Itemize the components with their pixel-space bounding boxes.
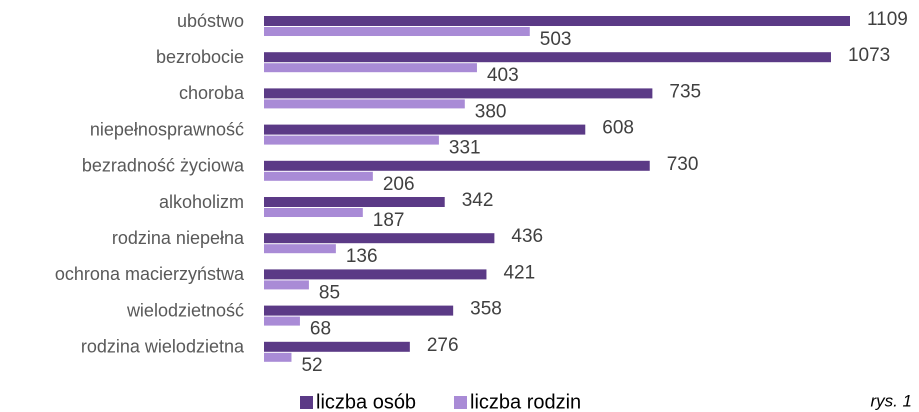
bar: [264, 208, 363, 217]
category-label: alkoholizm: [159, 192, 244, 212]
value-label: 436: [511, 226, 543, 247]
bar: [264, 233, 495, 244]
bar: [264, 269, 487, 280]
value-label: 276: [427, 335, 459, 356]
category-label: rodzina niepełna: [112, 228, 245, 248]
bar: [264, 171, 373, 181]
value-label: 403: [487, 65, 519, 86]
category-label: choroba: [179, 83, 245, 103]
value-label: 380: [475, 101, 507, 122]
value-label: 730: [667, 154, 699, 175]
category-label: niepełnosprawność: [90, 119, 244, 139]
value-label: 187: [373, 210, 405, 231]
category-label: bezradność życiowa: [82, 156, 245, 176]
bar: [264, 305, 454, 316]
legend-label: liczba osób: [316, 391, 416, 412]
annotation: rys. 1: [870, 391, 912, 410]
value-label: 358: [470, 299, 502, 320]
category-label: ochrona macierzyństwa: [55, 264, 245, 284]
value-label: 68: [310, 319, 331, 340]
bar: [264, 316, 300, 326]
bar: [264, 99, 465, 109]
value-label: 1073: [848, 45, 890, 66]
value-label: 608: [602, 118, 634, 139]
bar: [264, 244, 336, 254]
bar: [264, 160, 650, 171]
bar: [264, 88, 653, 99]
bar: [264, 135, 439, 145]
value-label: 52: [301, 355, 322, 376]
bar: [264, 16, 850, 26]
bar: [264, 52, 831, 63]
category-label: wielodzietność: [126, 300, 244, 320]
value-label: 136: [346, 246, 378, 267]
legend-label: liczba rodzin: [470, 391, 581, 412]
bar: [264, 352, 292, 362]
legend-swatch: [454, 396, 467, 409]
bar: [264, 124, 586, 135]
value-label: 85: [319, 282, 340, 303]
value-label: 342: [462, 190, 494, 211]
value-label: 421: [503, 262, 535, 283]
category-label: rodzina wielodzietna: [81, 337, 245, 357]
value-label: 331: [449, 138, 481, 159]
bar: [264, 197, 445, 207]
value-label: 206: [383, 174, 415, 195]
bar: [264, 27, 530, 36]
bar: [264, 63, 477, 73]
bar: [264, 341, 410, 352]
bar: [264, 280, 309, 290]
value-label: 503: [540, 29, 572, 50]
legend-swatch: [300, 396, 313, 409]
category-label: bezrobocie: [156, 47, 244, 67]
value-label: 1109: [867, 9, 908, 30]
value-label: 735: [669, 81, 701, 102]
category-label: ubóstwo: [177, 11, 244, 31]
